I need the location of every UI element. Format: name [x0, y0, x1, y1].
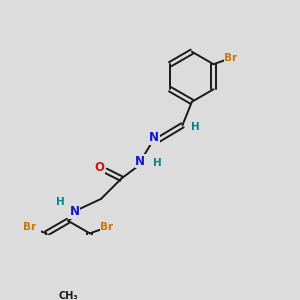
- Text: Br: Br: [224, 53, 237, 63]
- Text: H: H: [153, 158, 162, 168]
- Text: O: O: [94, 161, 104, 174]
- Text: N: N: [135, 155, 145, 168]
- Text: H: H: [56, 197, 65, 207]
- Text: CH₃: CH₃: [58, 291, 78, 300]
- Text: N: N: [69, 205, 80, 218]
- Text: Br: Br: [100, 222, 114, 232]
- Text: Br: Br: [22, 222, 36, 232]
- Text: N: N: [149, 131, 159, 144]
- Text: H: H: [190, 122, 200, 132]
